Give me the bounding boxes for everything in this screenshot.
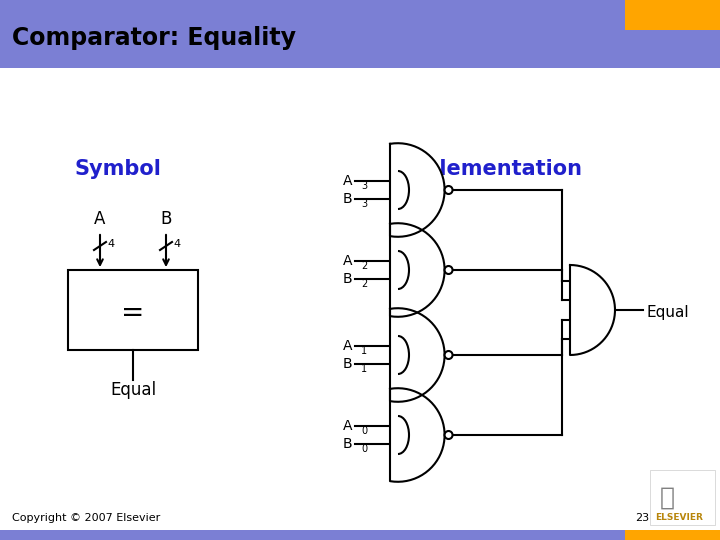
Text: A: A: [343, 254, 352, 268]
Text: 2: 2: [361, 279, 367, 288]
Text: A: A: [343, 174, 352, 188]
Circle shape: [444, 186, 453, 194]
Text: B: B: [343, 192, 352, 206]
Text: ELSEVIER: ELSEVIER: [655, 513, 703, 522]
Circle shape: [444, 266, 453, 274]
Circle shape: [444, 351, 453, 359]
Text: 1: 1: [361, 363, 367, 374]
Text: =: =: [121, 299, 145, 327]
Text: Implementation: Implementation: [395, 159, 582, 179]
Polygon shape: [390, 388, 444, 482]
Text: 0: 0: [361, 427, 367, 436]
Text: 🌲: 🌲: [660, 486, 675, 510]
Text: B: B: [343, 272, 352, 286]
Bar: [650, 470, 715, 525]
Text: B: B: [343, 356, 352, 370]
Text: B: B: [161, 210, 171, 228]
Polygon shape: [390, 308, 444, 402]
Text: Equal: Equal: [647, 305, 690, 320]
Text: 23: 23: [635, 513, 649, 523]
Text: 3: 3: [361, 181, 367, 192]
Text: 2: 2: [361, 261, 367, 272]
Text: A: A: [343, 340, 352, 354]
Polygon shape: [570, 265, 615, 355]
Text: 4: 4: [173, 239, 180, 249]
Text: 0: 0: [361, 443, 367, 454]
Text: Comparator: Equality: Comparator: Equality: [12, 26, 296, 50]
Polygon shape: [390, 223, 444, 317]
Bar: [0, 530, 720, 540]
Text: Copyright © 2007 Elsevier: Copyright © 2007 Elsevier: [12, 513, 161, 523]
Text: Symbol: Symbol: [75, 159, 162, 179]
Text: Equal: Equal: [110, 381, 156, 399]
Text: A: A: [94, 210, 106, 228]
Text: B: B: [343, 436, 352, 450]
Bar: [68, 270, 198, 350]
Polygon shape: [390, 143, 444, 237]
Bar: [0, 0, 720, 68]
Circle shape: [444, 431, 453, 439]
Text: 3: 3: [361, 199, 367, 208]
Text: 1: 1: [361, 347, 367, 356]
Bar: [625, 530, 720, 540]
Text: 4: 4: [107, 239, 114, 249]
Text: A: A: [343, 420, 352, 434]
Bar: [625, 0, 720, 30]
